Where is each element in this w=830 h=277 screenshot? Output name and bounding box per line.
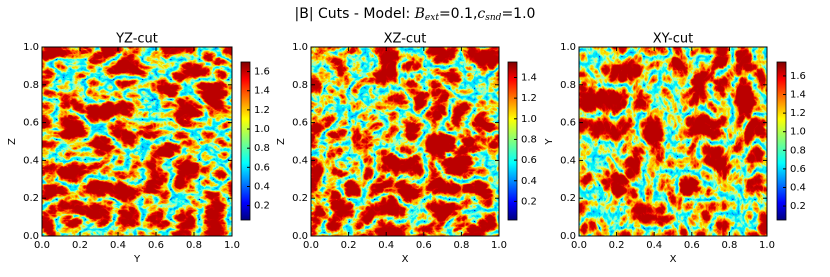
y-tick-label: 0.4 (292, 155, 308, 166)
colorbar-tick-label: 1.4 (521, 72, 537, 83)
x-tick-label: 1.0 (759, 240, 775, 251)
figure-title: |B| Cuts - Model: Bext=0.1,csnd=1.0 (295, 6, 536, 23)
colorbar (507, 61, 518, 221)
colorbar-tick-label: 1.4 (790, 90, 806, 101)
y-tick-label: 0.8 (292, 80, 308, 91)
heatmap-image (579, 47, 767, 236)
x-tick-label: 0.4 (378, 240, 394, 251)
y-axis-label: Y (544, 138, 555, 146)
x-tick-label: 0.0 (303, 240, 319, 251)
y-tick-label: 0.4 (23, 155, 39, 166)
colorbar-tick-label: 0.6 (790, 164, 806, 175)
colorbar-tick-label: 0.4 (521, 176, 537, 187)
y-axis-label: Z (7, 138, 18, 145)
title-subscript: snd (485, 13, 501, 23)
title-text: |B| Cuts - Model: (295, 6, 415, 22)
y-tick-label: 0.6 (23, 118, 39, 129)
heatmap-image (311, 47, 499, 236)
y-tick-label: 1.0 (560, 42, 576, 53)
x-tick-label: 1.0 (224, 240, 240, 251)
x-tick-label: 0.6 (148, 240, 164, 251)
y-tick-label: 0.2 (23, 193, 39, 204)
y-tick-label: 0.8 (23, 80, 39, 91)
colorbar (776, 61, 787, 221)
colorbar (240, 61, 251, 221)
x-tick-label: 0.0 (571, 240, 587, 251)
heatmap-image (42, 47, 232, 236)
colorbar-tick-label: 0.4 (790, 182, 806, 193)
colorbar-tick-label: 1.2 (790, 108, 806, 119)
colorbar-tick-label: 0.4 (254, 181, 270, 192)
x-tick-label: 0.4 (110, 240, 126, 251)
colorbar-tick-label: 1.6 (254, 67, 270, 78)
x-tick-label: 0.6 (416, 240, 432, 251)
y-tick-label: 0.4 (560, 155, 576, 166)
title-symbol: B (414, 6, 425, 22)
y-tick-label: 0.0 (560, 231, 576, 242)
title-value: =1.0 (501, 6, 535, 22)
colorbar-tick-label: 1.0 (521, 114, 537, 125)
panel-title: XZ-cut (384, 32, 427, 47)
axes-frame (41, 46, 233, 237)
y-tick-label: 0.6 (560, 118, 576, 129)
x-tick-label: 0.8 (186, 240, 202, 251)
x-tick-label: 0.6 (684, 240, 700, 251)
colorbar-tick-label: 1.4 (254, 86, 270, 97)
colorbar-tick-label: 0.2 (254, 201, 270, 212)
y-tick-label: 0.6 (292, 118, 308, 129)
colorbar-tick-label: 1.6 (790, 71, 806, 82)
panel-title: YZ-cut (115, 32, 158, 47)
colorbar-tick-label: 0.8 (254, 143, 270, 154)
y-tick-label: 0.0 (23, 231, 39, 242)
colorbar-tick-label: 1.2 (521, 93, 537, 104)
x-axis-label: Y (133, 254, 141, 265)
colorbar-tick-label: 0.6 (521, 155, 537, 166)
x-tick-label: 0.0 (34, 240, 50, 251)
y-tick-label: 0.0 (292, 231, 308, 242)
x-tick-label: 0.2 (341, 240, 357, 251)
title-subscript: ext (425, 13, 439, 23)
colorbar-tick-label: 1.0 (790, 127, 806, 138)
colorbar-tick-label: 1.0 (254, 124, 270, 135)
x-tick-label: 1.0 (491, 240, 507, 251)
x-axis-label: X (402, 254, 409, 265)
y-tick-label: 0.2 (292, 193, 308, 204)
y-tick-label: 0.2 (560, 193, 576, 204)
y-tick-label: 0.8 (560, 80, 576, 91)
title-symbol: c (477, 6, 485, 22)
colorbar-tick-label: 0.6 (254, 162, 270, 173)
colorbar-tick-label: 1.2 (254, 105, 270, 116)
x-tick-label: 0.2 (72, 240, 88, 251)
colorbar-tick-label: 0.2 (790, 201, 806, 212)
axes-frame (310, 46, 500, 237)
x-tick-label: 0.8 (721, 240, 737, 251)
x-axis-label: X (670, 254, 677, 265)
title-value: =0.1, (439, 6, 477, 22)
colorbar-tick-label: 0.8 (521, 134, 537, 145)
y-axis-label: Z (276, 138, 287, 145)
y-tick-label: 1.0 (292, 42, 308, 53)
axes-frame (578, 46, 768, 237)
x-tick-label: 0.8 (453, 240, 469, 251)
panel-title: XY-cut (653, 32, 693, 47)
x-tick-label: 0.2 (609, 240, 625, 251)
x-tick-label: 0.4 (646, 240, 662, 251)
y-tick-label: 1.0 (23, 42, 39, 53)
colorbar-tick-label: 0.2 (521, 196, 537, 207)
colorbar-tick-label: 0.8 (790, 145, 806, 156)
